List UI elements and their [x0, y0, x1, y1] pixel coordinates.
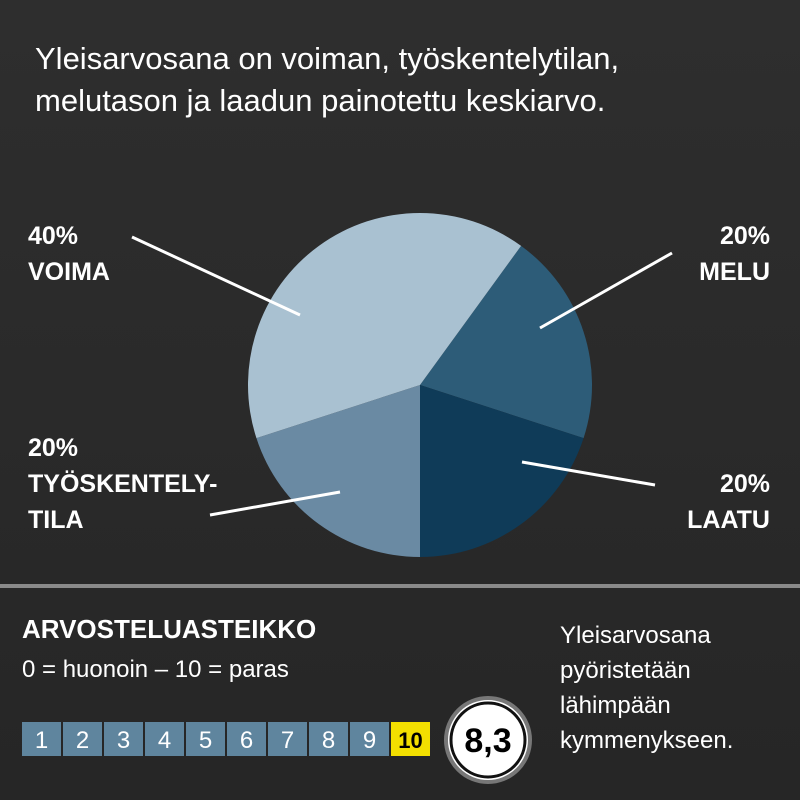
leader-line — [209, 490, 341, 517]
leader-line — [131, 235, 301, 317]
scale-step — [104, 722, 143, 756]
pie-slice — [256, 385, 420, 557]
slice-label: 20% TYÖSKENTELY- TILA — [28, 430, 217, 538]
slice-name: LAATU — [687, 506, 770, 534]
scale-subtitle: 0 = huonoin – 10 = paras — [22, 656, 289, 683]
leader-lines — [131, 235, 673, 517]
scale-step — [268, 722, 307, 756]
pie-slice — [247, 213, 522, 439]
scale-step — [309, 722, 348, 756]
scale-step-label: 2 — [76, 727, 89, 754]
scale-step-label: 1 — [35, 727, 48, 754]
slice-name: TYÖSKENTELY- TILA — [28, 470, 218, 534]
score-ring — [449, 701, 527, 779]
scale-step — [186, 722, 225, 756]
scale-step-label: 3 — [117, 727, 130, 754]
pie — [247, 213, 592, 557]
scale-step-label: 7 — [281, 727, 294, 754]
slice-label: 20% MELU — [699, 218, 770, 290]
scale-step — [391, 722, 430, 756]
slice-label: 20% LAATU — [687, 466, 770, 538]
scale-step-label: 8 — [322, 727, 335, 754]
note: Yleisarvosana pyöristetään lähimpään kym… — [560, 622, 734, 754]
slice-value: 20% — [719, 222, 770, 250]
pie-slice — [420, 385, 584, 557]
slice-label: 40% VOIMA — [28, 218, 110, 290]
scale-step — [145, 722, 184, 756]
leader-line — [521, 460, 656, 487]
score: 8,3 — [464, 722, 511, 760]
slice-value: 40% — [28, 222, 79, 250]
scale-step — [227, 722, 266, 756]
scale-step — [350, 722, 389, 756]
leader-line — [539, 251, 673, 330]
slice-value: 20% — [719, 470, 770, 498]
scale-title: ARVOSTELUASTEIKKO — [22, 614, 317, 644]
slice-value: 20% — [28, 434, 79, 462]
scale-steps: 1 2 3 4 5 6 7 8 9 10 — [22, 722, 430, 756]
score-badge — [444, 696, 532, 784]
slice-name: VOIMA — [28, 258, 110, 286]
scale-step-label: 6 — [240, 727, 253, 754]
scale-step — [63, 722, 102, 756]
scale-step-label: 5 — [199, 727, 212, 754]
slice-name: MELU — [699, 258, 770, 286]
scale-step-label: 10 — [398, 728, 422, 753]
scale-step — [22, 722, 61, 756]
title: Yleisarvosana on voiman, työskentelytila… — [35, 41, 620, 118]
scale-step-label: 4 — [158, 727, 171, 754]
pie-slice — [420, 245, 592, 439]
scale-step-label: 9 — [363, 727, 376, 754]
